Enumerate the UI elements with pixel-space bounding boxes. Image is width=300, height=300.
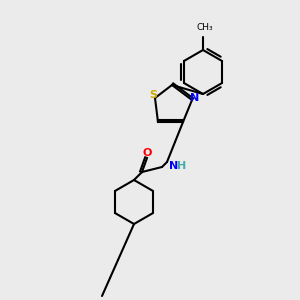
Text: CH₃: CH₃ — [197, 23, 213, 32]
Text: S: S — [149, 90, 157, 100]
Text: N: N — [169, 161, 178, 171]
Text: O: O — [142, 148, 152, 158]
Text: N: N — [190, 93, 200, 103]
Text: H: H — [177, 161, 186, 171]
